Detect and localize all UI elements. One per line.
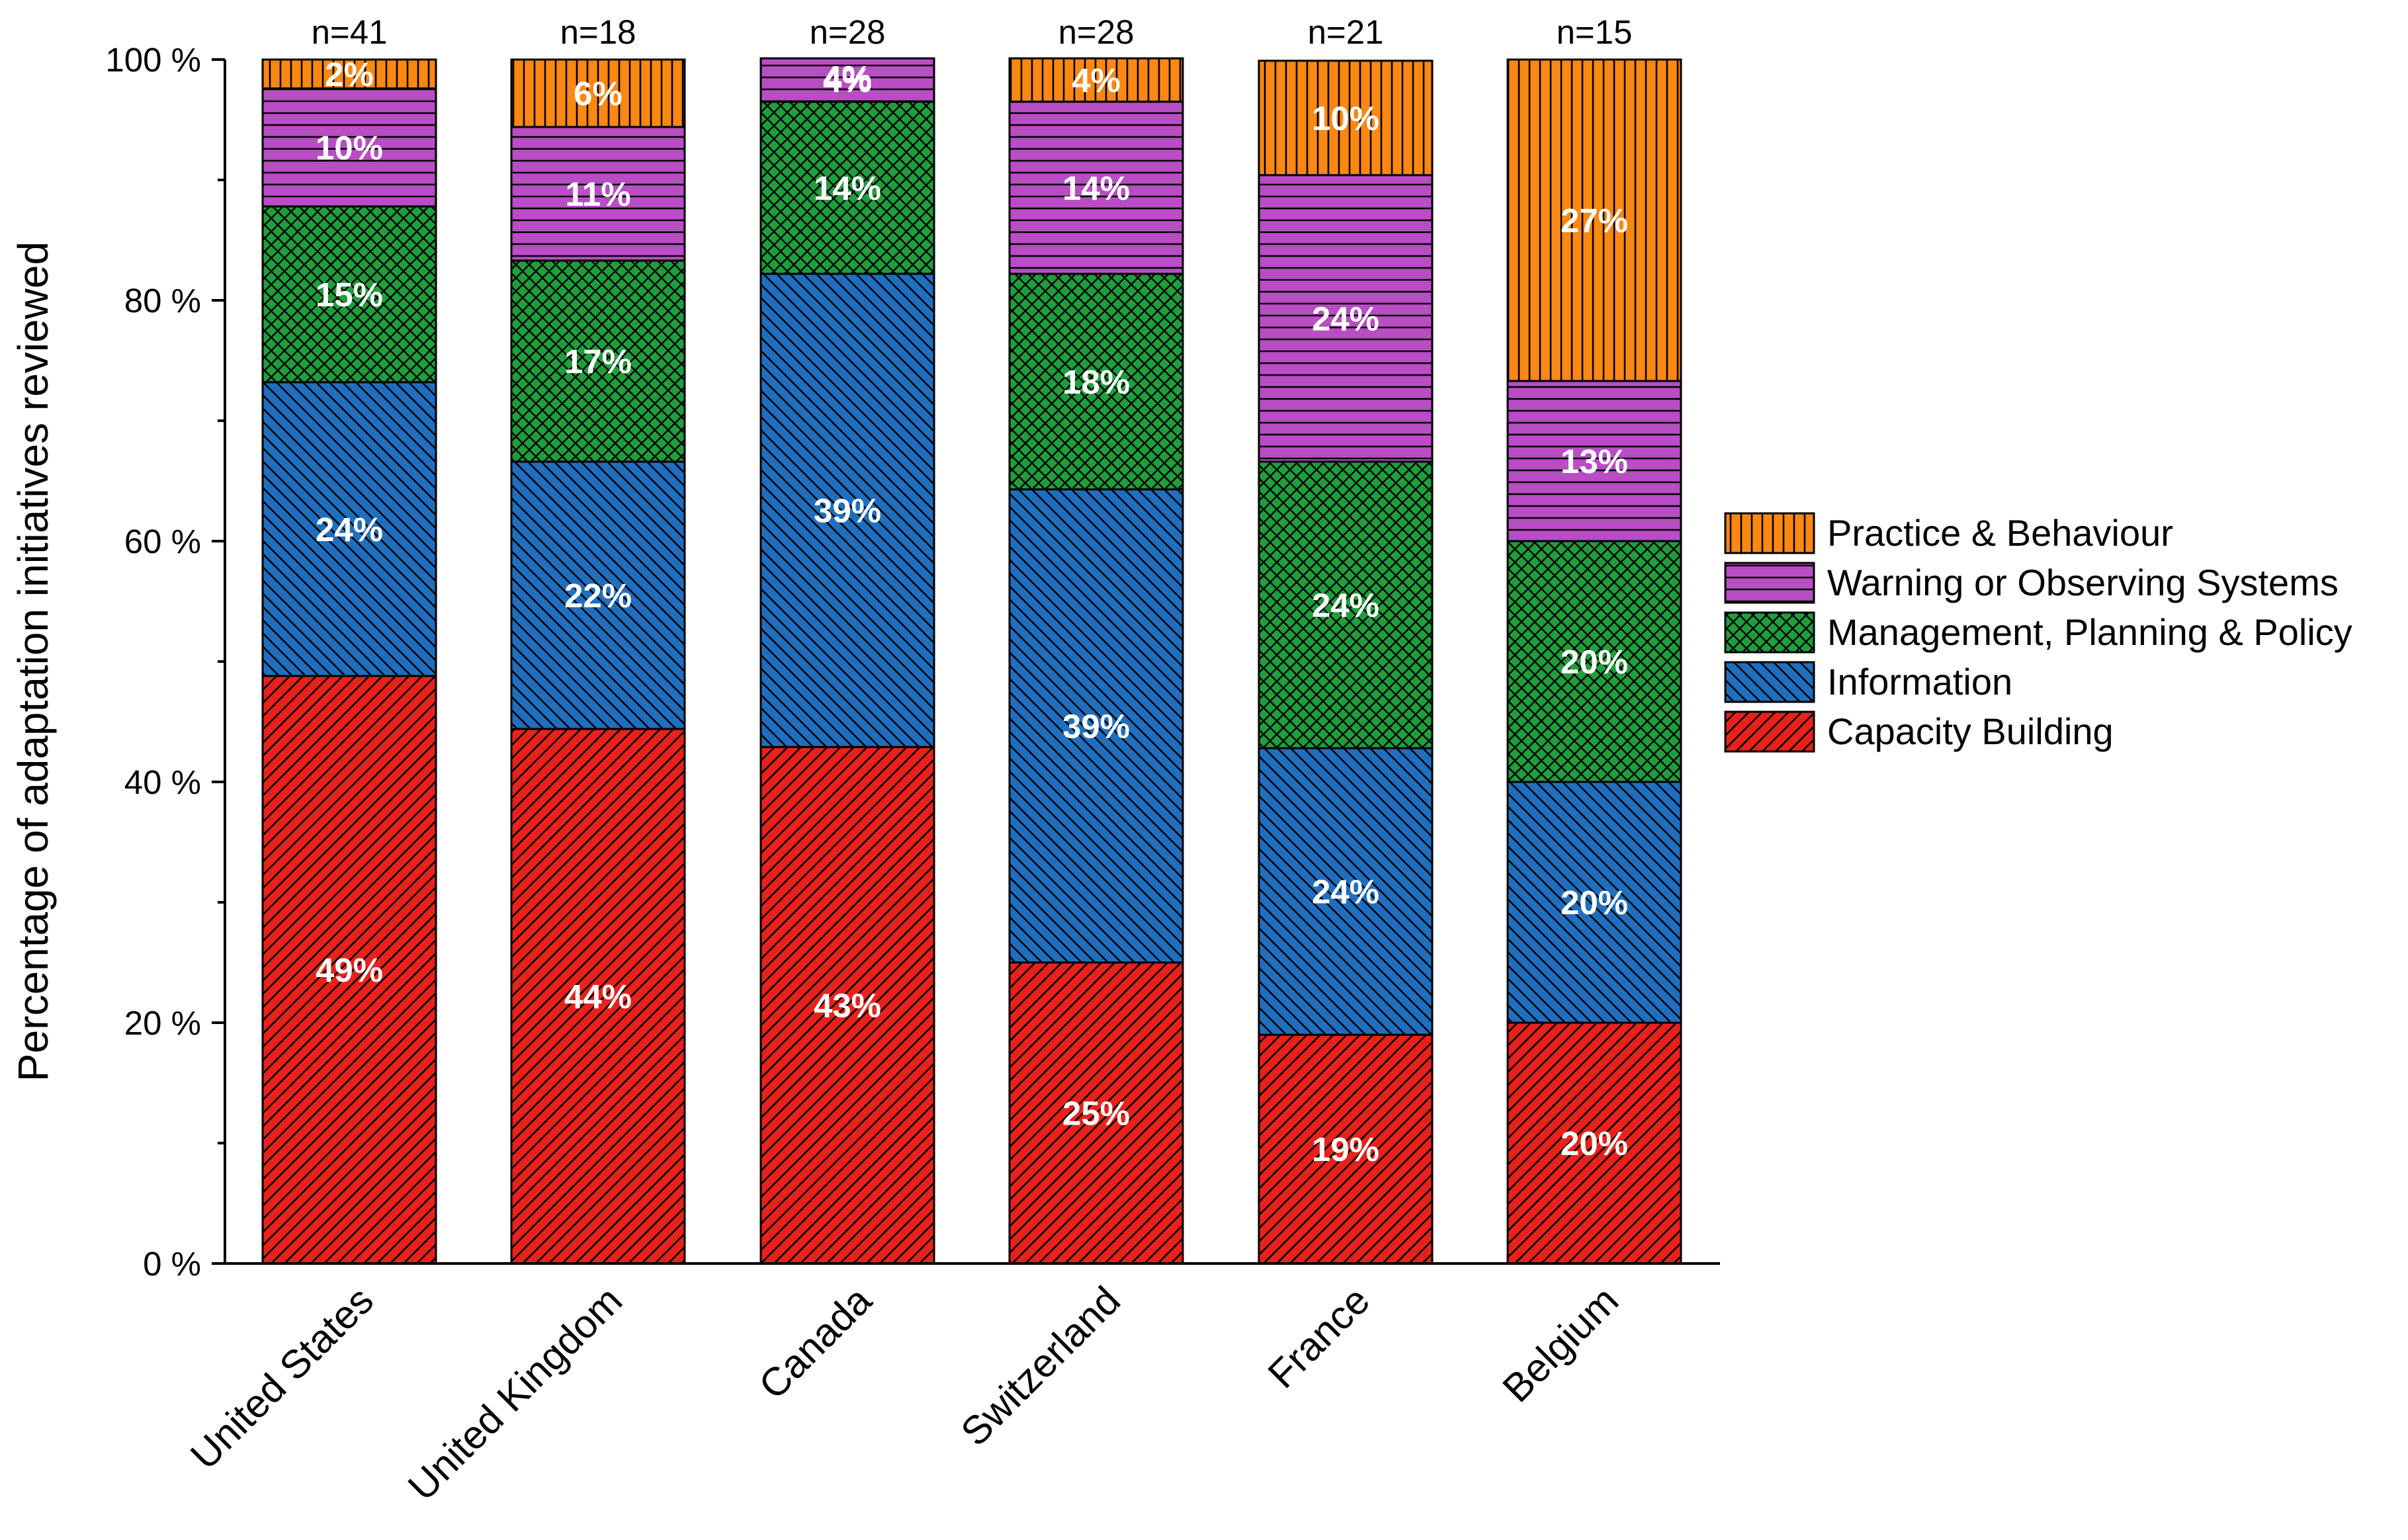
bar-united-states-capacity-building — [261, 675, 437, 1265]
data-label-switzerland-management-planning-policy: 18% — [1062, 363, 1130, 401]
bar-france-information — [1258, 747, 1434, 1036]
bar-united-kingdom-capacity-building — [510, 728, 686, 1265]
data-label-switzerland-practice-behaviour: 4% — [1072, 62, 1121, 99]
data-label-canada-warning-or-observing-systems: 4% — [823, 62, 872, 99]
segment-labels-layer: 49% 24% 15% 10% 2% 44% 22% 17% 11% 6% 43% 39% 14% 4% 2… — [316, 56, 1628, 1168]
data-label-france-practice-behaviour: 10% — [1312, 99, 1379, 137]
bar-belgium-information — [1506, 781, 1682, 1024]
bar-switzerland-practice-behaviour — [1008, 57, 1184, 103]
legend-label-management-planning-policy: Management, Planning & Policy — [1827, 611, 2352, 653]
y-axis-title: Percentage of adaptation initiatives rev… — [9, 241, 57, 1082]
legend: Practice & Behaviour Warning or Observing… — [1724, 512, 2352, 753]
bar-france-capacity-building — [1258, 1033, 1434, 1265]
sample-size-switzerland: n=28 — [1058, 13, 1135, 51]
data-label-united-states-information: 24% — [316, 511, 383, 548]
bar-switzerland-capacity-building — [1008, 961, 1184, 1265]
data-label-switzerland-capacity-building: 25% — [1062, 1095, 1130, 1133]
bar-united-kingdom-information — [510, 460, 686, 730]
data-label-belgium-warning-or-observing-systems: 13% — [1561, 443, 1628, 480]
bar-switzerland-information — [1008, 488, 1184, 964]
bar-belgium-warning-or-observing-systems — [1506, 380, 1682, 542]
bar-canada-capacity-building — [759, 746, 935, 1265]
axes-layer — [224, 60, 1720, 1265]
data-label-united-states-practice-behaviour: 2% — [325, 56, 374, 93]
sample-size-labels-layer: n=41 n=18 n=28 n=28 n=21 n=15 — [312, 13, 1633, 51]
data-label-united-states-warning-or-observing-systems: 10% — [316, 129, 383, 167]
data-label-france-management-planning-policy: 24% — [1312, 586, 1379, 624]
data-label-belgium-management-planning-policy: 20% — [1561, 643, 1628, 681]
bar-united-kingdom-management-planning-policy — [510, 259, 686, 463]
sample-size-united-states: n=41 — [312, 13, 388, 51]
y-tick-label-60: 60 % — [124, 523, 201, 560]
y-tick-label-100: 100 % — [105, 41, 201, 79]
bar-belgium-capacity-building — [1506, 1021, 1682, 1265]
bar-france-practice-behaviour — [1258, 60, 1434, 177]
legend-swatch-capacity-building — [1724, 710, 1815, 753]
data-label-switzerland-information: 39% — [1062, 707, 1130, 745]
bar-united-states-warning-or-observing-systems — [261, 87, 437, 208]
x-tick-label-united-states: United States — [182, 1278, 382, 1478]
y-tick-label-80: 80 % — [124, 282, 201, 320]
y-tick-label-20: 20 % — [124, 1004, 201, 1042]
legend-swatch-warning-or-observing-systems — [1724, 562, 1815, 604]
data-label-united-kingdom-practice-behaviour: 6% — [574, 75, 623, 112]
legend-swatch-information — [1724, 661, 1815, 703]
data-label-united-kingdom-capacity-building: 44% — [564, 978, 632, 1015]
data-label-united-states-management-planning-policy: 15% — [316, 276, 383, 314]
data-label-france-capacity-building: 19% — [1312, 1131, 1379, 1168]
x-tick-label-france: France — [1260, 1278, 1378, 1396]
y-ticks-layer: 0 % 20 % 40 % 60 % 80 % 100 % — [105, 41, 225, 1283]
data-label-canada-top: 4% — [823, 59, 872, 97]
legend-label-capacity-building: Capacity Building — [1827, 710, 2114, 752]
sample-size-belgium: n=15 — [1557, 13, 1633, 51]
bar-united-kingdom-warning-or-observing-systems — [510, 126, 686, 262]
legend-label-practice-behaviour: Practice & Behaviour — [1827, 512, 2173, 554]
bar-switzerland-management-planning-policy — [1008, 273, 1184, 491]
data-label-switzerland-warning-or-observing-systems: 14% — [1062, 169, 1130, 207]
legend-label-warning-or-observing-systems: Warning or Observing Systems — [1827, 562, 2339, 603]
bars-layer — [261, 57, 1682, 1265]
y-tick-label-40: 40 % — [124, 763, 201, 801]
bar-united-states-practice-behaviour — [261, 58, 437, 90]
x-tick-label-united-kingdom: United Kingdom — [400, 1278, 630, 1509]
bar-united-states-information — [261, 381, 437, 677]
sample-size-canada: n=28 — [810, 13, 886, 51]
bar-canada-information — [759, 273, 935, 748]
x-tick-label-canada: Canada — [750, 1277, 880, 1407]
bar-switzerland-warning-or-observing-systems — [1008, 101, 1184, 275]
data-label-france-information: 24% — [1312, 873, 1379, 911]
x-tick-label-switzerland: Switzerland — [953, 1278, 1129, 1455]
x-tick-label-belgium: Belgium — [1494, 1278, 1627, 1411]
data-label-united-kingdom-management-planning-policy: 17% — [564, 343, 632, 380]
sample-size-united-kingdom: n=18 — [560, 13, 636, 51]
data-label-canada-capacity-building: 43% — [814, 987, 881, 1025]
bar-belgium-management-planning-policy — [1506, 540, 1682, 783]
data-label-belgium-capacity-building: 20% — [1561, 1125, 1628, 1162]
bar-canada-management-planning-policy — [759, 101, 935, 275]
data-label-france-warning-or-observing-systems: 24% — [1312, 300, 1379, 337]
y-tick-label-0: 0 % — [143, 1245, 201, 1283]
data-label-canada-information: 39% — [814, 492, 881, 530]
bar-canada-warning-or-observing-systems — [759, 57, 935, 103]
data-label-belgium-practice-behaviour: 27% — [1561, 202, 1628, 239]
sample-size-france: n=21 — [1308, 13, 1384, 51]
legend-label-information: Information — [1827, 661, 2012, 703]
data-label-united-kingdom-information: 22% — [564, 577, 632, 615]
bar-united-kingdom-practice-behaviour — [510, 58, 686, 128]
data-label-united-states-capacity-building: 49% — [316, 951, 383, 989]
legend-swatch-management-planning-policy — [1724, 611, 1815, 654]
x-labels-layer: United States United Kingdom Canada Switzer… — [182, 1277, 1627, 1509]
bar-france-warning-or-observing-systems — [1258, 174, 1434, 463]
legend-swatch-practice-behaviour — [1724, 512, 1815, 554]
bar-belgium-practice-behaviour — [1506, 58, 1682, 382]
data-label-united-kingdom-warning-or-observing-systems: 11% — [565, 175, 630, 213]
data-label-canada-management-planning-policy: 14% — [814, 169, 881, 207]
data-label-belgium-information: 20% — [1561, 884, 1628, 921]
